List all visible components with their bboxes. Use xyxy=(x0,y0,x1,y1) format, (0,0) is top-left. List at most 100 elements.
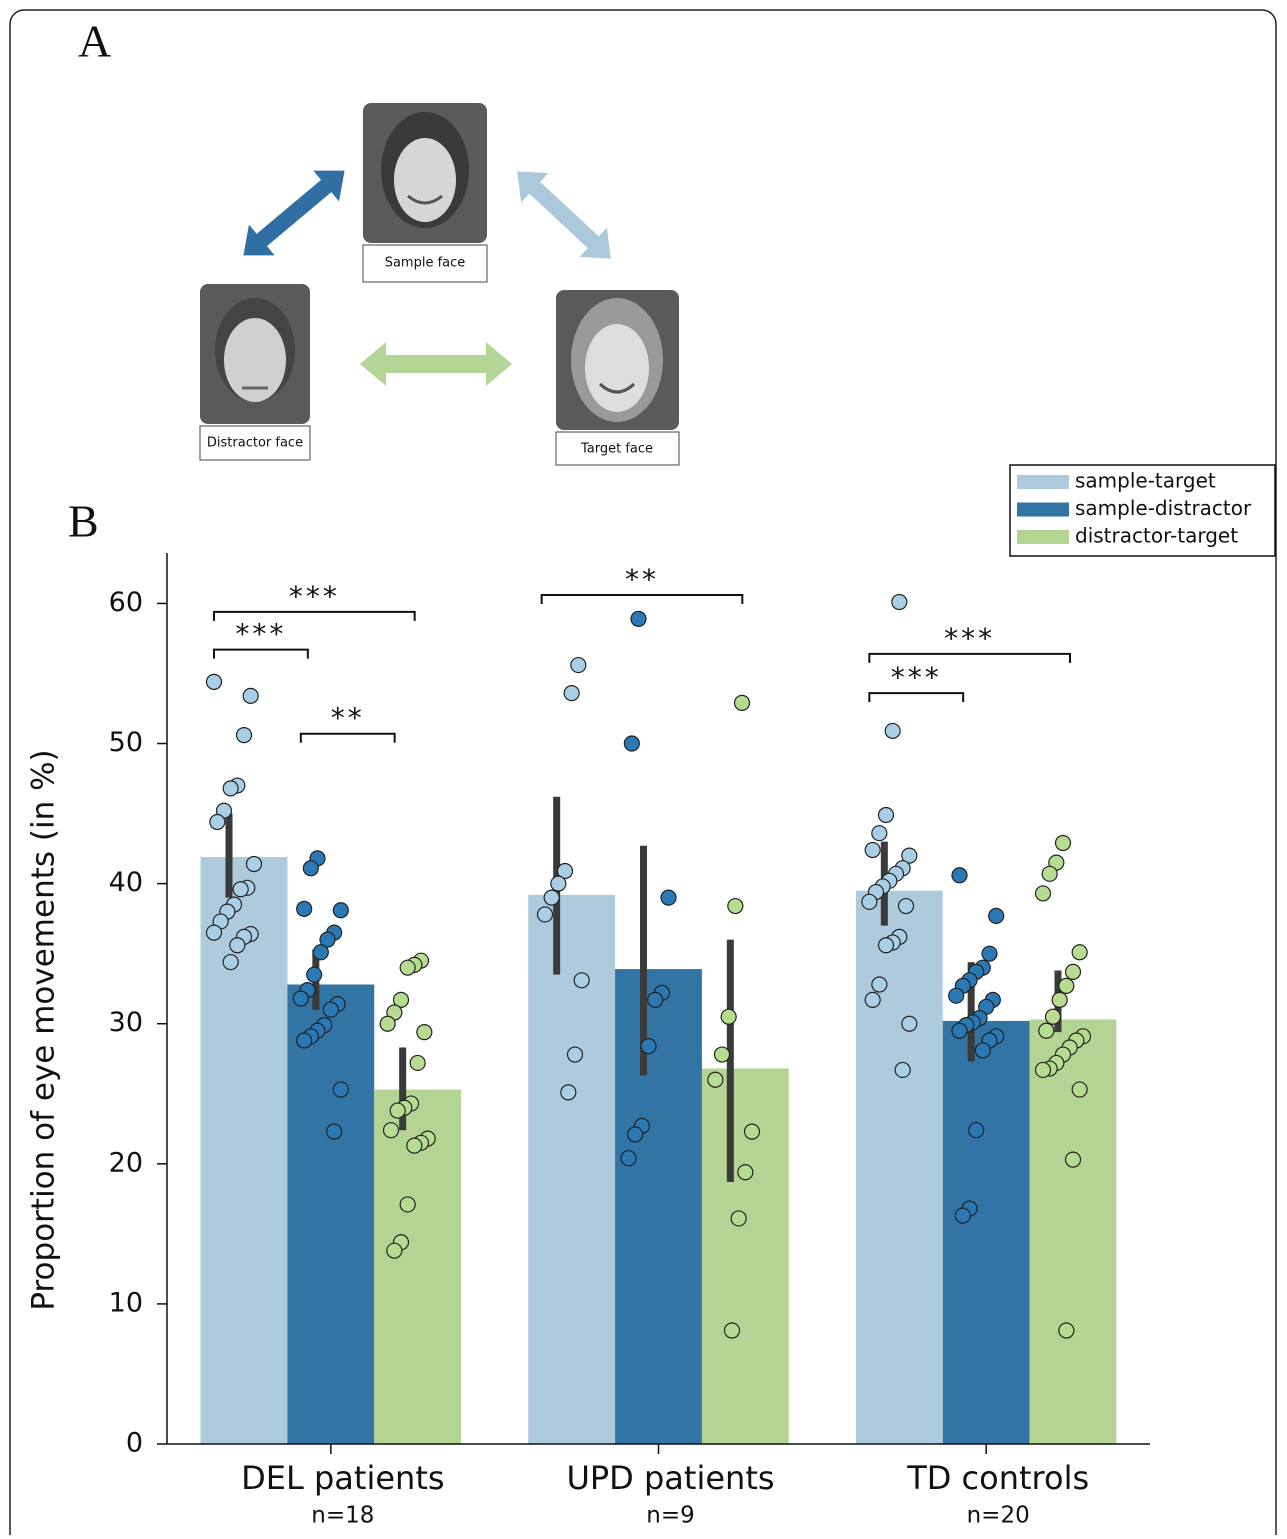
data-point xyxy=(550,875,567,892)
data-point xyxy=(235,727,253,744)
data-point xyxy=(556,862,574,880)
data-point xyxy=(543,889,560,906)
legend-swatch xyxy=(1017,475,1069,489)
data-point xyxy=(1058,1322,1075,1339)
legend-swatch xyxy=(1017,530,1069,544)
data-point xyxy=(1034,885,1052,902)
panel-label: B xyxy=(68,496,99,547)
data-point xyxy=(1064,1151,1082,1168)
data-point xyxy=(951,1022,968,1039)
data-point xyxy=(573,972,590,989)
node-box xyxy=(199,425,311,461)
face-image xyxy=(556,290,679,430)
bar xyxy=(615,969,702,1444)
x-tick-note: n=18 xyxy=(311,1503,374,1529)
bar xyxy=(200,857,288,1444)
data-point xyxy=(1044,1008,1062,1025)
data-point xyxy=(968,1122,985,1139)
panel-label: A xyxy=(78,16,111,67)
data-point xyxy=(312,944,329,961)
data-point xyxy=(1041,865,1058,882)
legend-label: distractor-target xyxy=(1075,524,1238,548)
y-tick-label: 20 xyxy=(109,1147,143,1178)
data-point xyxy=(894,1061,911,1079)
data-point xyxy=(563,684,580,702)
bar xyxy=(528,894,616,1444)
significance-bracket xyxy=(213,648,309,659)
data-point xyxy=(891,593,908,611)
significance-label: *** xyxy=(891,661,942,694)
data-point xyxy=(560,1084,577,1101)
arrow xyxy=(360,342,512,386)
data-point xyxy=(302,860,319,877)
data-point xyxy=(379,1015,396,1032)
significance-bracket xyxy=(868,692,965,703)
data-point xyxy=(306,966,323,983)
data-point xyxy=(389,1102,406,1119)
x-tick-label: UPD patients xyxy=(566,1459,774,1497)
legend-label: sample-distractor xyxy=(1075,496,1252,520)
data-point xyxy=(951,867,968,884)
y-tick-label: 50 xyxy=(109,727,143,758)
data-point xyxy=(743,1123,761,1140)
data-point xyxy=(1071,944,1088,961)
data-point xyxy=(720,1008,737,1025)
node-label: Sample face xyxy=(385,256,466,271)
data-point xyxy=(723,1322,741,1339)
significance-label: ** xyxy=(625,563,659,596)
data-point xyxy=(871,976,888,993)
data-point xyxy=(733,694,751,712)
data-point xyxy=(392,991,410,1009)
data-point xyxy=(1064,963,1082,980)
significance-bracket xyxy=(868,652,1071,663)
data-point xyxy=(570,656,587,674)
data-point xyxy=(222,780,239,797)
data-point xyxy=(296,1032,313,1049)
data-point xyxy=(386,1242,403,1259)
data-point xyxy=(630,610,647,627)
data-point xyxy=(232,881,249,898)
data-point xyxy=(536,906,554,923)
figure-border xyxy=(9,9,1277,1539)
data-point xyxy=(416,1024,433,1041)
data-point xyxy=(205,673,223,690)
y-axis-label: Proportion of eye movements (in %) xyxy=(26,749,62,1310)
data-point xyxy=(871,825,888,842)
y-tick-label: 30 xyxy=(109,1007,143,1038)
data-point xyxy=(988,907,1005,924)
data-point xyxy=(727,897,744,915)
bar xyxy=(1029,1019,1117,1444)
bar xyxy=(701,1068,789,1444)
legend-swatch xyxy=(1017,502,1069,517)
data-point xyxy=(245,855,263,873)
data-point xyxy=(566,1046,584,1063)
data-point xyxy=(332,902,349,919)
data-point xyxy=(1058,977,1075,994)
legend-label: sample-target xyxy=(1075,469,1216,493)
node-label: Distractor face xyxy=(207,436,303,451)
data-point xyxy=(242,687,259,704)
data-point xyxy=(730,1210,747,1227)
significance-label: *** xyxy=(289,580,340,613)
arrow xyxy=(517,171,611,259)
x-tick-note: n=9 xyxy=(646,1503,694,1529)
data-point xyxy=(326,1123,343,1140)
data-point xyxy=(713,1046,731,1063)
bar xyxy=(942,1020,1030,1444)
data-point xyxy=(399,959,416,976)
data-point xyxy=(1038,1022,1055,1039)
data-point xyxy=(647,991,664,1009)
data-point xyxy=(707,1071,724,1088)
arrow xyxy=(243,170,345,256)
data-point xyxy=(981,945,998,962)
data-point xyxy=(296,900,313,917)
data-point xyxy=(322,1001,339,1018)
y-tick-label: 40 xyxy=(109,867,143,898)
bar xyxy=(855,890,943,1444)
data-point xyxy=(884,722,901,740)
significance-bracket xyxy=(213,610,416,621)
bar xyxy=(287,984,375,1444)
data-point xyxy=(901,1015,918,1032)
data-point xyxy=(406,1137,423,1154)
